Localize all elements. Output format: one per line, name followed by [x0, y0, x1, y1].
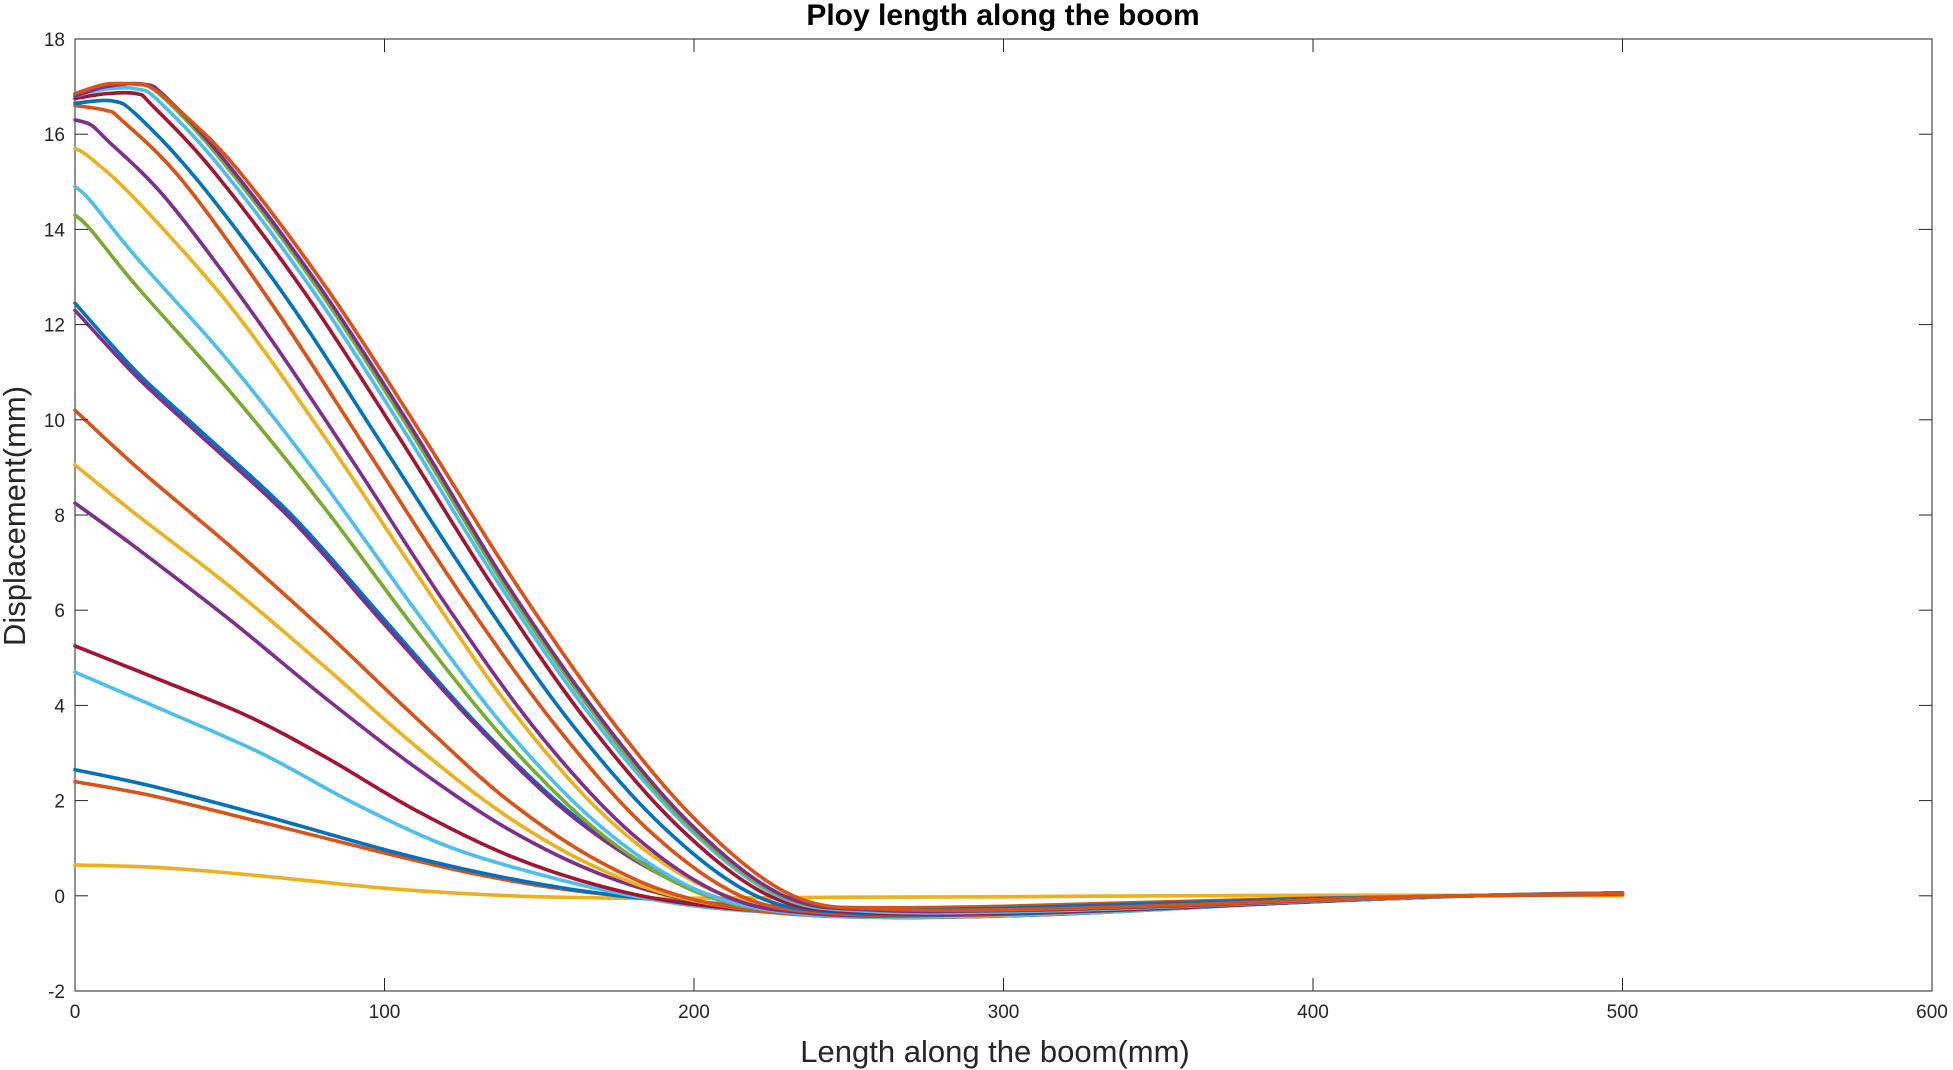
- x-tick-label: 300: [988, 1002, 1020, 1023]
- y-tick-label: 6: [54, 601, 65, 622]
- x-tick-label: 0: [70, 1002, 81, 1023]
- y-tick-label: 16: [44, 125, 65, 146]
- y-tick-label: -2: [48, 982, 65, 1003]
- y-tick-label: 4: [54, 696, 65, 717]
- chart-title: Ploy length along the boom: [806, 0, 1199, 32]
- y-tick-label: 8: [54, 506, 65, 527]
- x-tick-label: 600: [1916, 1002, 1948, 1023]
- y-tick-label: 10: [44, 411, 65, 432]
- x-tick-label: 400: [1297, 1002, 1329, 1023]
- y-axis-label: Displacement(mm): [0, 386, 32, 646]
- series-line-21: [73, 81, 1625, 913]
- x-axis-label: Length along the boom(mm): [800, 1034, 1189, 1069]
- x-tick-label: 200: [678, 1002, 710, 1023]
- y-tick-label: 12: [44, 316, 65, 337]
- x-tick-label: 100: [369, 1002, 401, 1023]
- series-group: [73, 81, 1625, 920]
- y-tick-label: 14: [44, 220, 66, 241]
- y-tick-label: 2: [54, 792, 65, 813]
- y-tick-label: 18: [44, 30, 65, 51]
- y-tick-label: 0: [54, 887, 65, 908]
- plot-area: [74, 38, 1933, 992]
- x-tick-label: 500: [1607, 1002, 1639, 1023]
